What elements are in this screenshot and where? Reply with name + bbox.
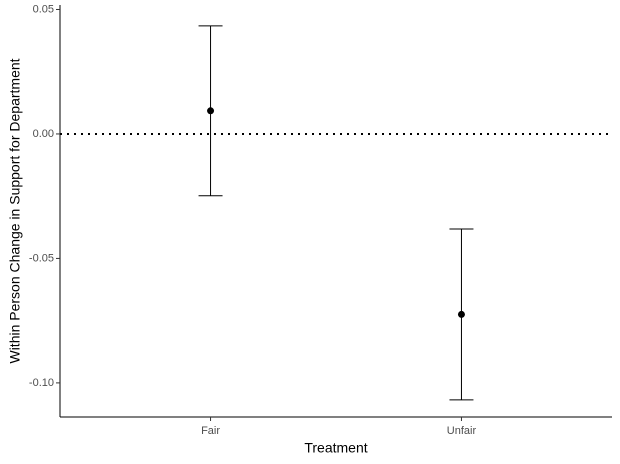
point xyxy=(457,310,465,318)
y-tick-label: -0.10 xyxy=(29,377,54,389)
point xyxy=(207,107,215,115)
x-tick-label: Unfair xyxy=(447,425,477,437)
y-tick-label: 0.05 xyxy=(33,3,54,15)
y-tick-label: -0.05 xyxy=(29,252,54,264)
y-axis-title: Within Person Change in Support for Depa… xyxy=(7,58,23,363)
y-tick-label: 0.00 xyxy=(33,128,54,140)
x-tick-label: Fair xyxy=(201,425,220,437)
x-axis-title: Treatment xyxy=(304,440,367,456)
